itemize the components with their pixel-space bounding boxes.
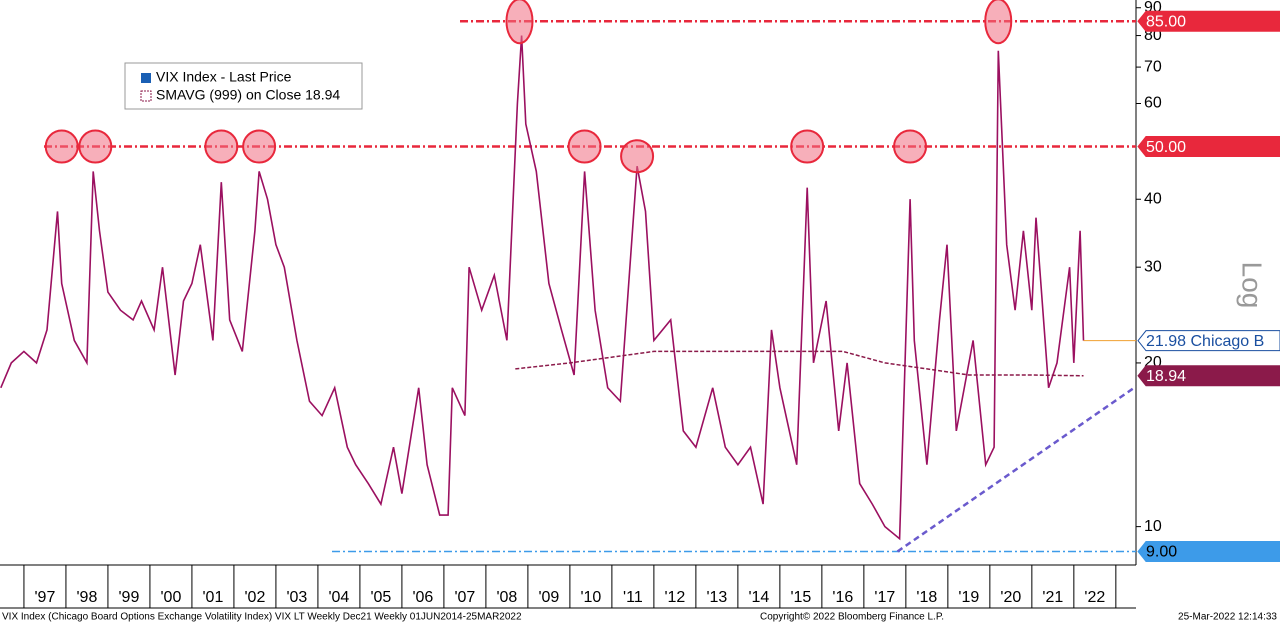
x-tick-label: '07 — [454, 589, 475, 606]
highlight-circle — [893, 129, 928, 164]
value-box-label: 50.00 — [1146, 139, 1186, 156]
x-tick-label: '12 — [664, 589, 685, 606]
series-line — [0, 35, 1085, 541]
series-line — [515, 350, 1084, 377]
x-tick-label: '04 — [328, 589, 349, 606]
x-tick-label: '06 — [412, 589, 433, 606]
x-tick-label: '02 — [244, 589, 265, 606]
value-box-label: 85.00 — [1146, 13, 1186, 30]
highlight-circle — [620, 139, 655, 174]
y-tick-label: 30 — [1144, 258, 1162, 275]
value-box — [1137, 10, 1280, 32]
x-tick-label: '97 — [35, 589, 56, 606]
legend-swatch — [140, 90, 152, 102]
value-box — [1137, 541, 1280, 563]
x-tick-label: '15 — [790, 589, 811, 606]
x-tick-label: '05 — [370, 589, 391, 606]
y-tick-label: 10 — [1144, 518, 1162, 535]
value-box-label: 9.00 — [1146, 544, 1177, 561]
x-tick-label: '08 — [496, 589, 517, 606]
x-tick-label: '99 — [118, 589, 139, 606]
footer-left: VIX Index (Chicago Board Options Exchang… — [2, 612, 522, 623]
highlight-circle — [78, 129, 113, 164]
value-box — [1137, 136, 1280, 158]
value-box-label: 21.98 Chicago B — [1146, 333, 1264, 350]
x-tick-label: '13 — [706, 589, 727, 606]
footer-right: 25-Mar-2022 12:14:33 — [1178, 612, 1277, 623]
legend-label: VIX Index - Last Price — [156, 69, 292, 85]
value-box — [1137, 330, 1280, 352]
highlight-circle — [984, 0, 1013, 45]
legend: VIX Index - Last Price SMAVG (999) on Clo… — [124, 62, 363, 110]
x-tick-label: '18 — [916, 589, 937, 606]
x-tick-label: '10 — [580, 589, 601, 606]
highlight-circle — [204, 129, 239, 164]
x-tick-label: '98 — [77, 589, 98, 606]
trendline — [896, 385, 1137, 553]
x-tick-label: '16 — [832, 589, 853, 606]
highlight-circle — [44, 129, 79, 164]
highlight-circle — [567, 129, 602, 164]
y-axis-label: Log — [1237, 262, 1268, 309]
x-tick-label: '20 — [1000, 589, 1021, 606]
value-box — [1137, 365, 1280, 387]
footer-center: Copyright© 2022 Bloomberg Finance L.P. — [760, 612, 944, 623]
x-tick-label: '22 — [1084, 589, 1105, 606]
x-tick-label: '17 — [874, 589, 895, 606]
x-tick-label: '09 — [538, 589, 559, 606]
y-tick-label: 60 — [1144, 95, 1162, 112]
x-tick-label: '11 — [623, 589, 643, 606]
x-tick-label: '03 — [286, 589, 307, 606]
highlight-circle — [790, 129, 825, 164]
legend-box — [124, 62, 363, 110]
x-tick-label: '19 — [958, 589, 979, 606]
legend-label: SMAVG (999) on Close 18.94 — [156, 87, 340, 103]
x-tick-label: '01 — [202, 589, 223, 606]
highlight-circle — [505, 0, 534, 45]
y-tick-label: 70 — [1144, 58, 1162, 75]
value-box-label: 18.94 — [1146, 368, 1186, 385]
highlight-circle — [242, 129, 277, 164]
x-tick-label: '00 — [160, 589, 181, 606]
y-tick-label: 40 — [1144, 190, 1162, 207]
x-tick-label: '14 — [748, 589, 769, 606]
legend-swatch — [141, 73, 151, 83]
x-tick-label: '21 — [1042, 589, 1063, 606]
